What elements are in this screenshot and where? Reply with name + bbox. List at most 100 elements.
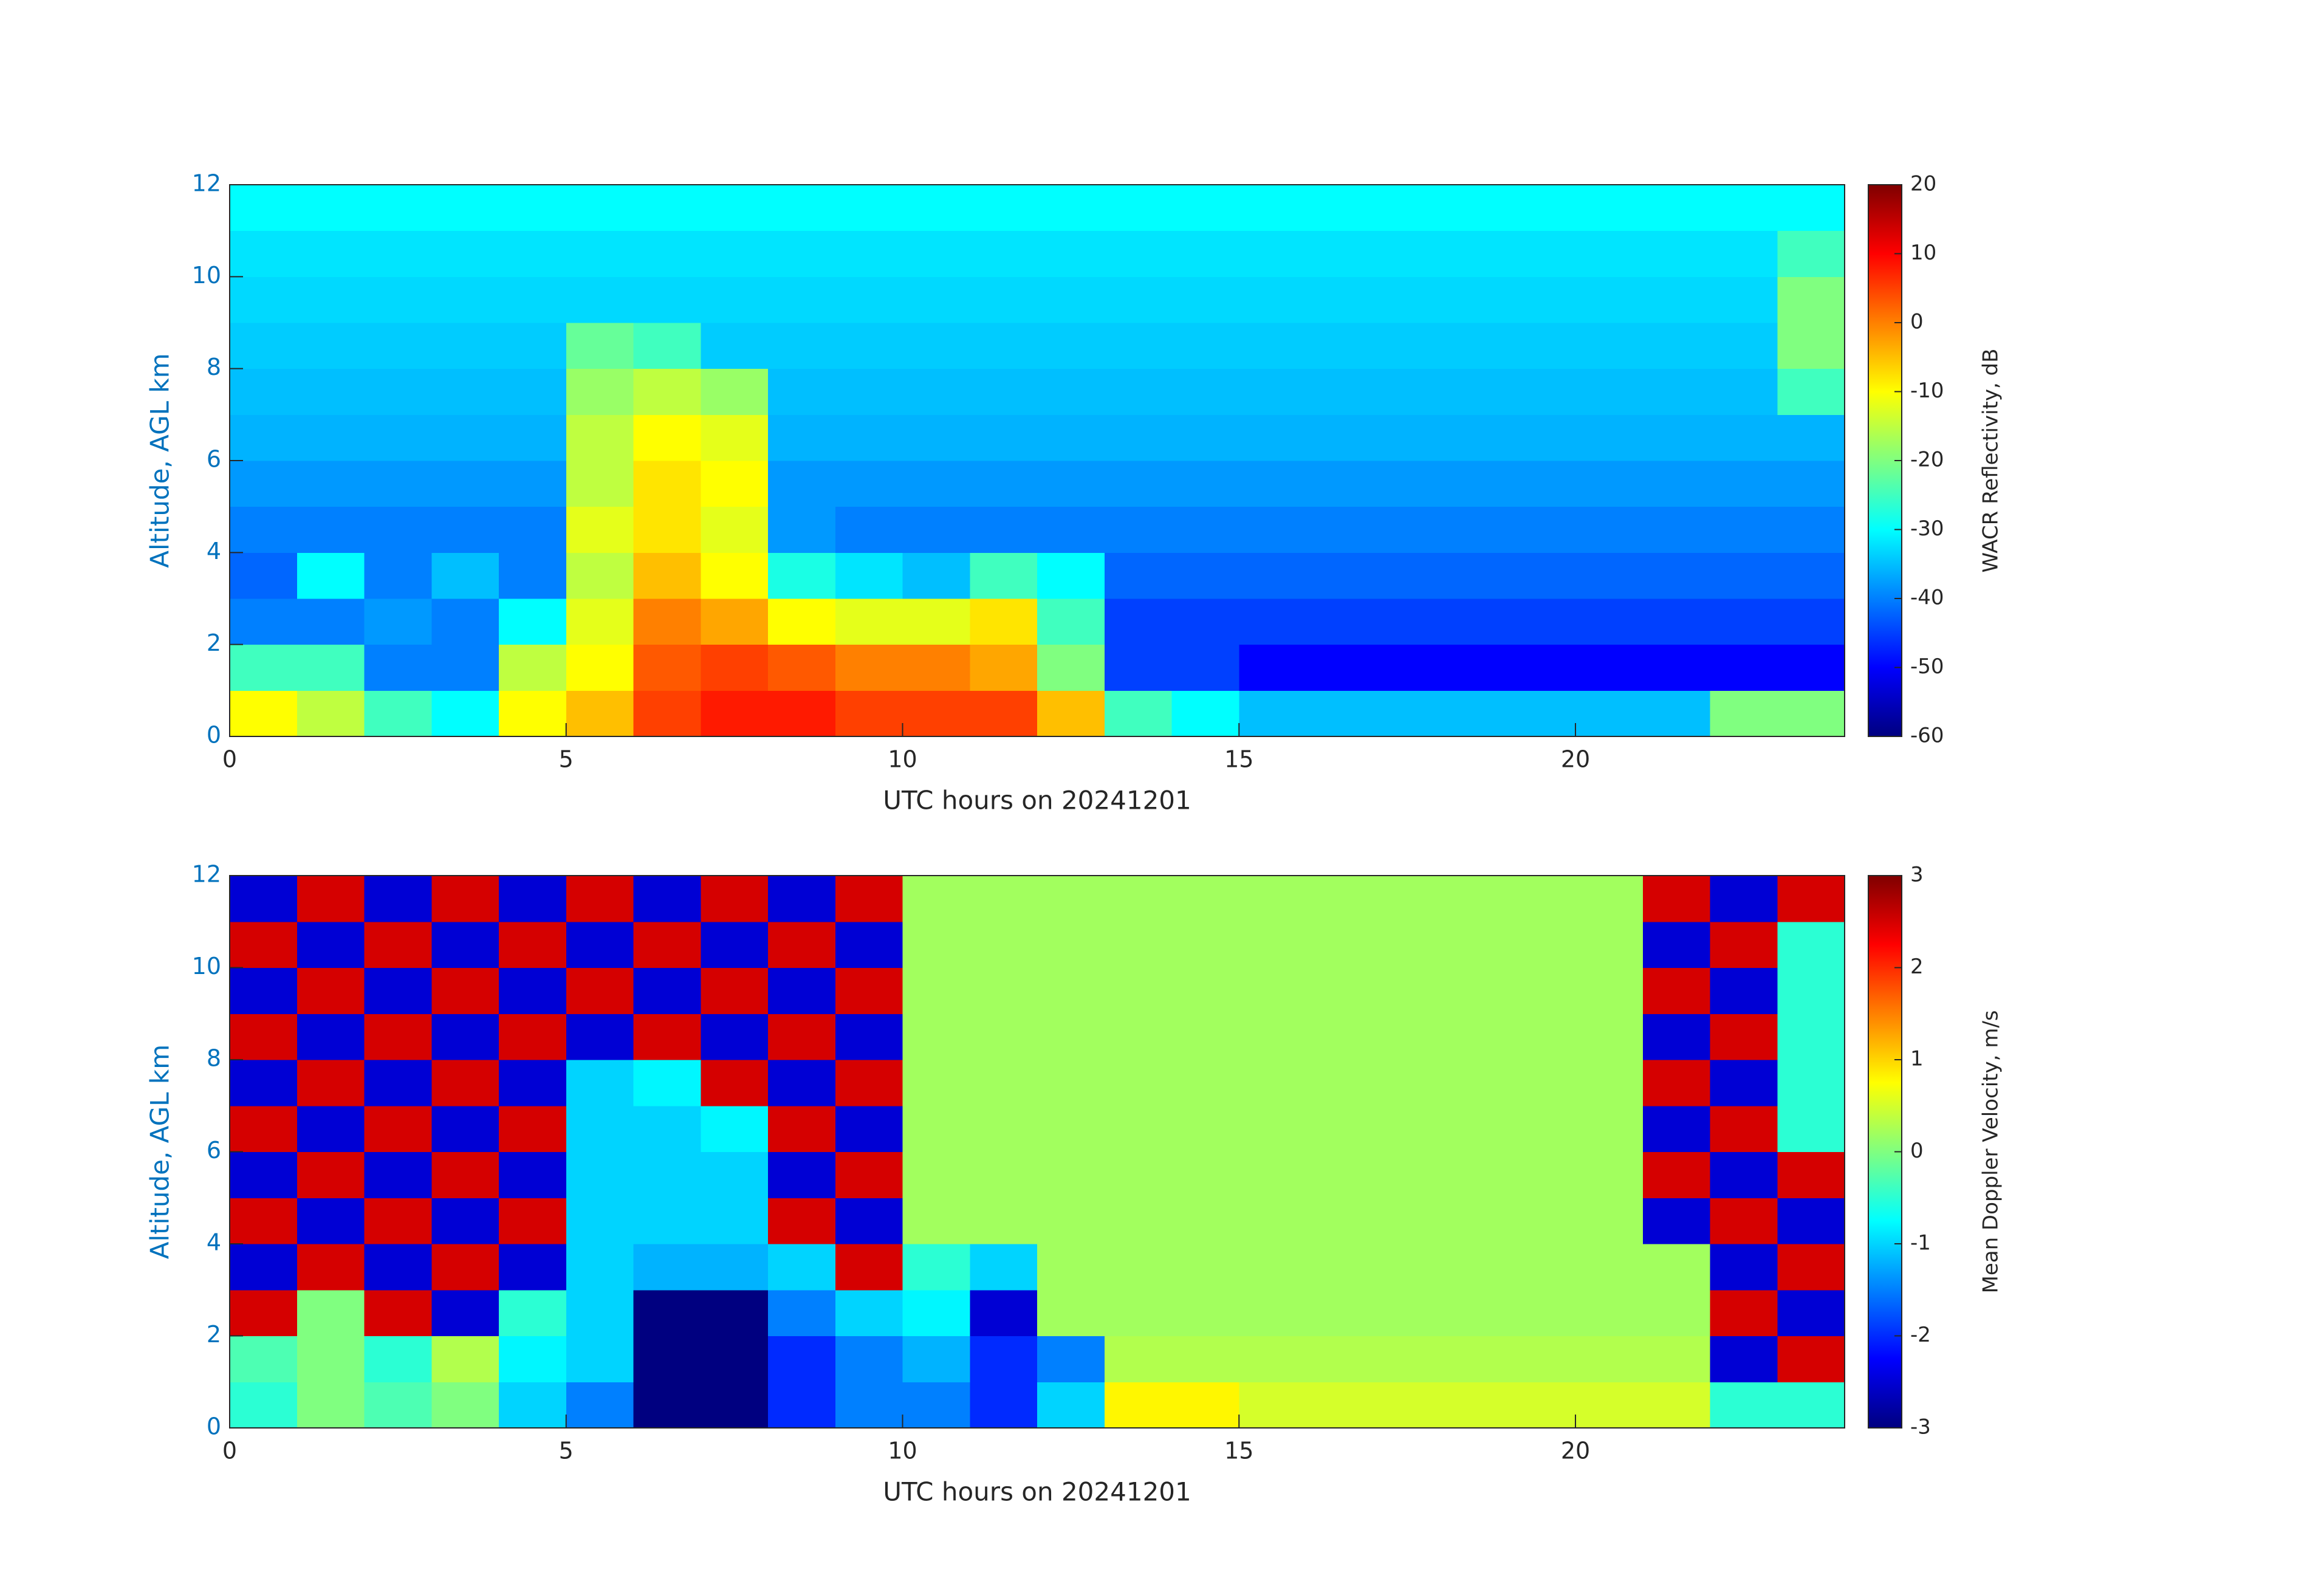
heatmap-cell xyxy=(566,876,634,922)
heatmap-cell xyxy=(1575,876,1644,922)
heatmap-cell xyxy=(1037,461,1105,507)
heatmap-cell xyxy=(1104,1244,1172,1291)
heatmap-cell xyxy=(1171,276,1239,323)
heatmap-cell xyxy=(1306,599,1374,645)
heatmap-cell xyxy=(768,1014,836,1060)
heatmap-cell xyxy=(431,876,499,922)
heatmap-cell xyxy=(633,185,701,232)
heatmap-cell xyxy=(1239,185,1307,232)
heatmap-cell xyxy=(835,967,903,1014)
heatmap-cell xyxy=(835,921,903,968)
heatmap-cell xyxy=(701,1244,769,1291)
heatmap-cell xyxy=(835,552,903,599)
heatmap-cell xyxy=(296,1382,365,1429)
heatmap-cell xyxy=(1777,876,1845,922)
heatmap-cell xyxy=(768,1060,836,1106)
heatmap-cell xyxy=(230,552,298,599)
heatmap-cell xyxy=(1239,276,1307,323)
heatmap-cell xyxy=(1710,506,1778,553)
heatmap-cell xyxy=(1171,414,1239,461)
heatmap-cell xyxy=(1710,1105,1778,1152)
heatmap-cell xyxy=(230,644,298,691)
heatmap-cell xyxy=(1104,276,1172,323)
heatmap-cell xyxy=(431,1105,499,1152)
heatmap-cell xyxy=(499,1289,567,1336)
heatmap-cell xyxy=(1508,368,1576,415)
x-tick-label: 20 xyxy=(1561,746,1590,773)
heatmap-cell xyxy=(1508,1336,1576,1382)
heatmap-cell xyxy=(1777,1244,1845,1291)
heatmap-cell xyxy=(431,1382,499,1429)
heatmap-cell xyxy=(1508,1198,1576,1244)
heatmap-cell xyxy=(633,690,701,737)
heatmap-cell xyxy=(768,1151,836,1198)
heatmap-cell xyxy=(1104,506,1172,553)
heatmap-cell xyxy=(499,230,567,277)
heatmap-cell xyxy=(566,1198,634,1244)
y-tick-label: 6 xyxy=(207,446,221,473)
heatmap-cell xyxy=(633,876,701,922)
heatmap-cell xyxy=(230,368,298,415)
heatmap-cell xyxy=(499,644,567,691)
heatmap-cell xyxy=(633,1289,701,1336)
heatmap-cell xyxy=(768,276,836,323)
heatmap-cell xyxy=(499,690,567,737)
heatmap-cell xyxy=(1171,644,1239,691)
colorbar-tick-label: -30 xyxy=(1910,516,1944,541)
heatmap-cell xyxy=(1508,1289,1576,1336)
heatmap-cell xyxy=(1642,230,1710,277)
heatmap-cell xyxy=(499,414,567,461)
heatmap-cell xyxy=(1306,230,1374,277)
heatmap-cell xyxy=(364,414,432,461)
heatmap-cell xyxy=(1037,876,1105,922)
heatmap-cell xyxy=(1306,967,1374,1014)
heatmap-cell xyxy=(768,876,836,922)
x-tick-label: 15 xyxy=(1224,1438,1253,1464)
heatmap-cell xyxy=(701,1289,769,1336)
heatmap-cell xyxy=(364,1198,432,1244)
heatmap-cell xyxy=(1104,921,1172,968)
heatmap-cell xyxy=(902,276,970,323)
heatmap-cell xyxy=(566,276,634,323)
heatmap-cell xyxy=(566,1336,634,1382)
heatmap-cell xyxy=(499,506,567,553)
heatmap-cell xyxy=(1575,1105,1644,1152)
heatmap-cell xyxy=(566,1244,634,1291)
heatmap-cell xyxy=(1777,230,1845,277)
heatmap-cell xyxy=(1037,644,1105,691)
heatmap-cell xyxy=(701,921,769,968)
heatmap-cell xyxy=(1575,599,1644,645)
heatmap-cell xyxy=(768,461,836,507)
heatmap-cell xyxy=(701,461,769,507)
heatmap-cell xyxy=(1373,368,1441,415)
heatmap-cell xyxy=(1777,644,1845,691)
heatmap-cell xyxy=(431,1014,499,1060)
heatmap-cell xyxy=(970,1382,1038,1429)
x-tick-label: 10 xyxy=(888,1438,917,1464)
heatmap-cell xyxy=(364,230,432,277)
heatmap-cell xyxy=(835,368,903,415)
heatmap-cell xyxy=(1037,1060,1105,1106)
heatmap-cell xyxy=(364,876,432,922)
heatmap-cell xyxy=(1171,1336,1239,1382)
heatmap-cell xyxy=(1508,461,1576,507)
heatmap-cell xyxy=(633,461,701,507)
heatmap-cell xyxy=(1575,185,1644,232)
colorbar-label: WACR Reflectivity, dB xyxy=(1979,349,2003,573)
heatmap-cell xyxy=(1171,1151,1239,1198)
heatmap-cell xyxy=(1508,599,1576,645)
heatmap-cell xyxy=(431,1151,499,1198)
heatmap-cell xyxy=(701,967,769,1014)
colorbar-tick-label: 3 xyxy=(1910,863,1924,887)
heatmap-cell xyxy=(1508,1060,1576,1106)
heatmap-cell xyxy=(1777,1105,1845,1152)
heatmap-cell xyxy=(633,368,701,415)
heatmap-cell xyxy=(701,276,769,323)
heatmap-cell xyxy=(1575,1151,1644,1198)
y-tick-label: 10 xyxy=(192,262,221,289)
heatmap-cell xyxy=(1508,1244,1576,1291)
heatmap-cell xyxy=(296,1198,365,1244)
heatmap-cell xyxy=(768,368,836,415)
heatmap-cell xyxy=(566,1060,634,1106)
heatmap-cell xyxy=(230,414,298,461)
